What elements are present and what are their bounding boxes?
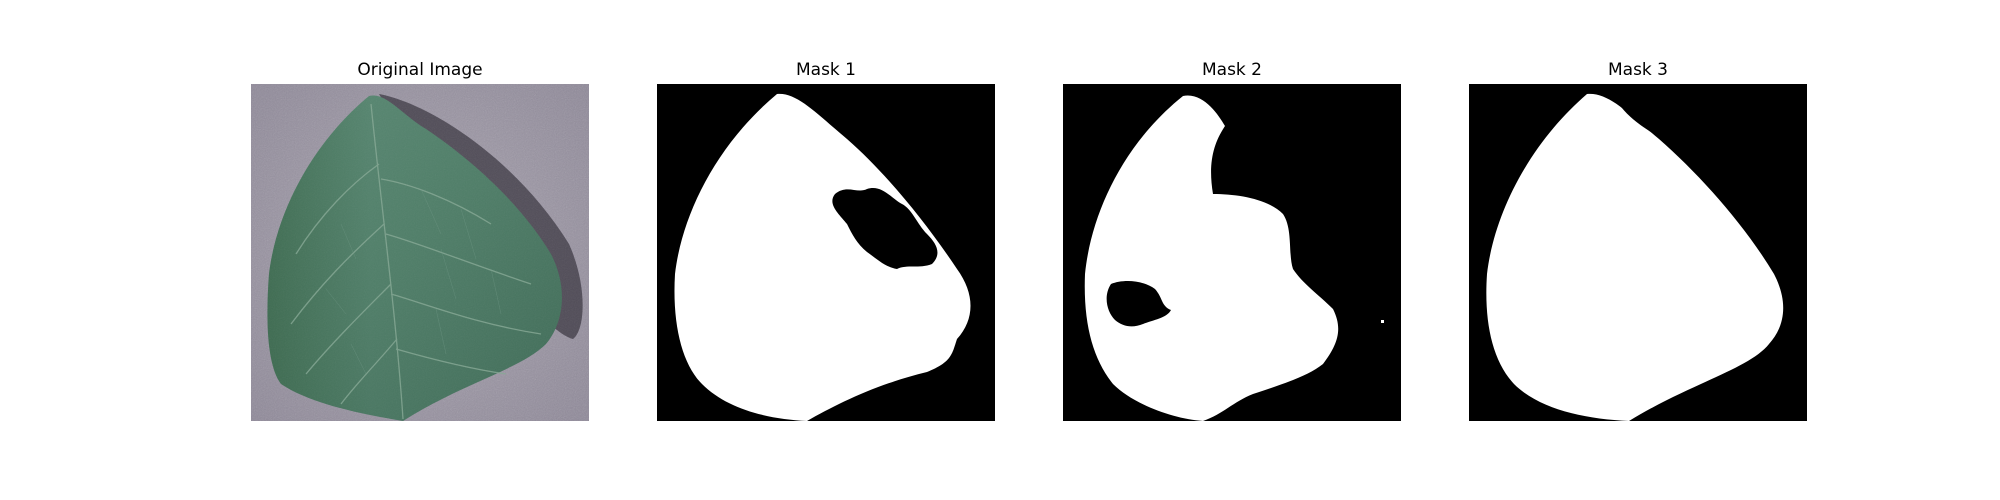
mask-2-image bbox=[1063, 84, 1401, 421]
mask-1-image bbox=[657, 84, 995, 421]
panel-title: Mask 3 bbox=[1607, 60, 1668, 80]
panel-title: Mask 2 bbox=[1201, 60, 1262, 80]
panel-title: Mask 1 bbox=[795, 60, 856, 80]
mask-3-image bbox=[1469, 84, 1807, 421]
panel-title: Original Image bbox=[357, 60, 483, 80]
original-leaf-image bbox=[251, 84, 589, 421]
